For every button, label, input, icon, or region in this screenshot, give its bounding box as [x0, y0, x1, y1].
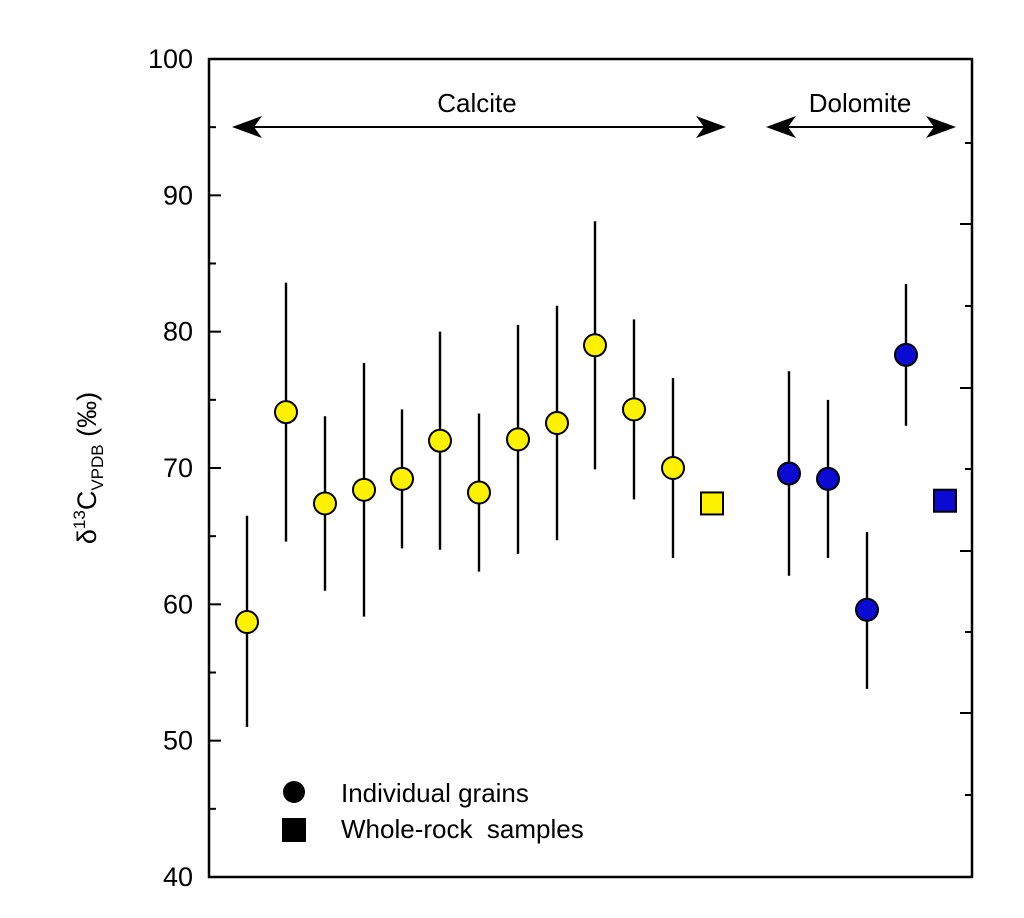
calcite-grain-point	[545, 411, 569, 436]
arrow-left-icon	[766, 116, 796, 138]
y-tick-label: 70	[163, 453, 193, 483]
calcite-grain-point	[622, 397, 646, 422]
calcite-label: Calcite	[437, 88, 516, 118]
calcite-grain-point	[235, 610, 259, 635]
calcite-grain-point	[661, 456, 685, 480]
calcite-whole-rock-point	[700, 491, 724, 516]
legend-square-icon	[282, 818, 306, 842]
dolomite-whole-rock-point	[933, 488, 957, 513]
y-tick-label: 100	[148, 44, 193, 74]
legend-label-whole-rock: Whole-rock samples	[341, 814, 584, 844]
arrow-left-icon	[232, 116, 262, 138]
y-tick-label: 80	[163, 317, 193, 347]
calcite-range-arrow	[232, 116, 726, 138]
error-bars	[245, 221, 908, 728]
legend-label-grains: Individual grains	[341, 778, 529, 808]
dolomite-grain-point	[777, 461, 801, 486]
axis-ticks: 40 50 60 70 80 90 100	[148, 44, 972, 892]
data-markers	[235, 333, 957, 635]
dolomite-grain-point	[894, 342, 918, 367]
plot-frame	[207, 57, 974, 879]
calcite-grain-point	[583, 333, 607, 358]
dolomite-grain-point	[855, 597, 879, 622]
calcite-grain-point	[352, 477, 376, 502]
dolomite-label: Dolomite	[809, 88, 912, 118]
calcite-grain-point	[467, 480, 491, 505]
arrow-right-icon	[696, 116, 726, 138]
dolomite-range-arrow	[766, 116, 956, 138]
legend-circle-icon	[283, 781, 305, 803]
calcite-grain-point	[506, 427, 530, 452]
dolomite-grain-point	[816, 466, 840, 491]
legend: Individual grains Whole-rock samples	[282, 778, 584, 844]
y-tick-label: 50	[163, 726, 193, 756]
y-tick-label: 60	[163, 589, 193, 619]
arrow-right-icon	[926, 116, 956, 138]
y-tick-label: 90	[163, 180, 193, 210]
calcite-grain-point	[313, 491, 337, 516]
y-tick-label: 40	[163, 862, 193, 892]
y-axis-label: δ13CVPDB (‰)	[70, 392, 107, 544]
calcite-grain-point	[390, 466, 414, 491]
calcite-grain-point	[428, 428, 452, 453]
calcite-grain-point	[274, 400, 298, 425]
